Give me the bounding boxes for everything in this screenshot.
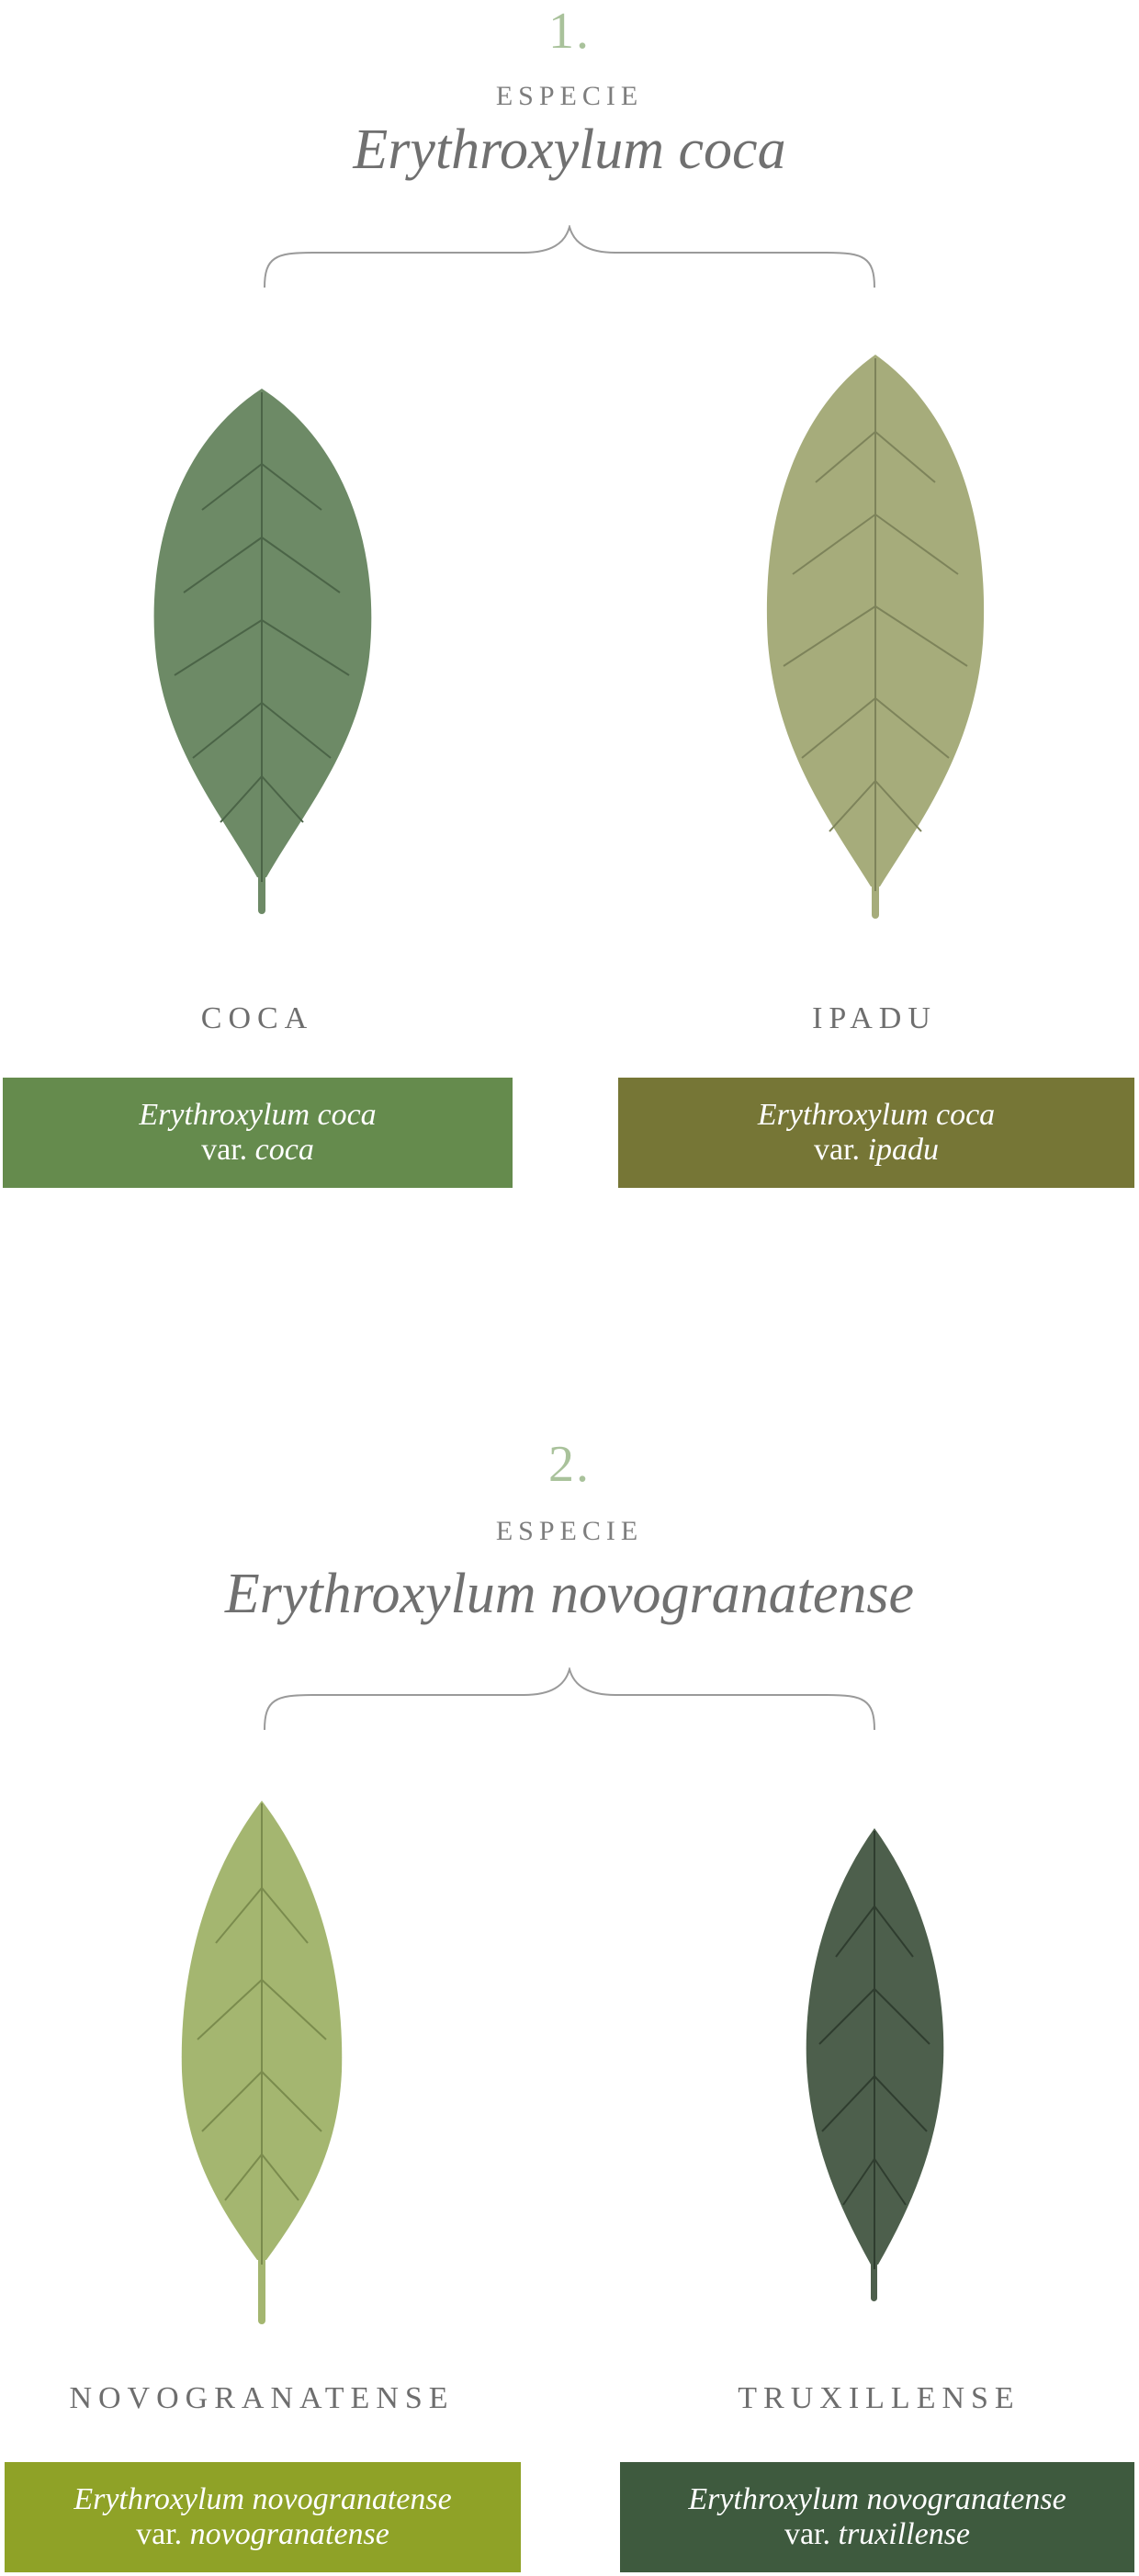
variety-label-ipadu: Erythroxylum coca var. ipadu — [618, 1078, 1134, 1188]
leaf-coca-veins — [174, 392, 350, 882]
leaf-ipadu-stem — [872, 877, 879, 919]
variety-label-novogranatense: Erythroxylum novogranatense var. novogra… — [5, 2462, 521, 2572]
scientific-name: Erythroxylum coca — [757, 1098, 996, 1132]
var-epithet: novogranatense — [189, 2517, 389, 2551]
var-prefix: var. — [814, 1133, 861, 1167]
section-1-kicker: ESPECIE — [495, 81, 644, 111]
var-epithet: ipadu — [867, 1133, 939, 1167]
leaf-novogranatense-veins — [197, 1803, 327, 2265]
leaf-coca-stem — [258, 868, 265, 914]
variety-line: var. novogranatense — [136, 2517, 389, 2552]
variety-label-truxillense: Erythroxylum novogranatense var. truxill… — [620, 2462, 1134, 2572]
section-1-species-title: Erythroxylum coca — [353, 119, 786, 181]
leaf-ipadu-veins — [783, 358, 968, 891]
scientific-name: Erythroxylum coca — [139, 1098, 377, 1132]
variety-line: var. coca — [201, 1133, 314, 1168]
var-prefix: var. — [136, 2517, 183, 2551]
var-prefix: var. — [201, 1133, 248, 1167]
leaf-truxillense-veins — [818, 1831, 930, 2269]
section-2-number: 2. — [548, 1436, 591, 1493]
var-prefix: var. — [784, 2517, 830, 2551]
leaf-truxillense-illustration — [806, 1828, 944, 2301]
variety-line: var. truxillense — [784, 2517, 970, 2552]
leaf-truxillense-stem — [871, 2255, 877, 2301]
leaf-novogranatense-stem — [258, 2251, 265, 2324]
var-epithet: truxillense — [838, 2517, 971, 2551]
variety-name-coca: COCA — [200, 1001, 314, 1035]
variety-name-ipadu: IPADU — [812, 1001, 937, 1035]
leaf-coca-illustration — [153, 389, 372, 914]
brace-divider-2 — [264, 1667, 875, 1731]
section-2-species-title: Erythroxylum novogranatense — [224, 1563, 915, 1625]
section-1-number: 1. — [548, 3, 591, 60]
scientific-name: Erythroxylum novogranatense — [73, 2482, 452, 2516]
brace-divider-1 — [264, 225, 875, 288]
leaf-ipadu-illustration — [766, 355, 985, 919]
variety-name-novogranatense: NOVOGRANATENSE — [69, 2381, 455, 2415]
variety-label-coca: Erythroxylum coca var. coca — [3, 1078, 513, 1188]
var-epithet: coca — [254, 1133, 314, 1167]
variety-name-truxillense: TRUXILLENSE — [738, 2381, 1021, 2415]
leaf-novogranatense-illustration — [181, 1801, 343, 2324]
variety-line: var. ipadu — [814, 1133, 939, 1168]
scientific-name: Erythroxylum novogranatense — [688, 2482, 1066, 2516]
section-2-kicker: ESPECIE — [495, 1516, 644, 1546]
